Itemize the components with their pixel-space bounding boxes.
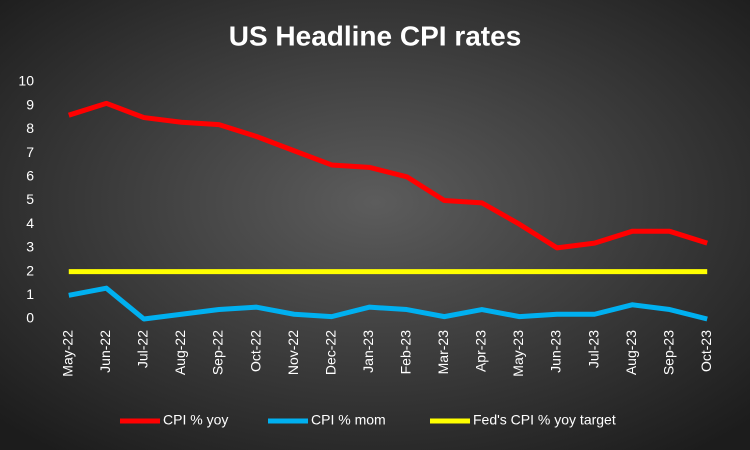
legend-label: CPI % yoy [163, 412, 228, 428]
x-tick-label: Jun-23 [548, 330, 564, 373]
x-tick-label: Sep-22 [210, 330, 226, 375]
y-tick-label: 5 [26, 191, 34, 207]
x-tick-label: Feb-23 [397, 330, 413, 375]
x-tick-label: Mar-23 [435, 330, 451, 375]
y-tick-label: 10 [18, 73, 34, 89]
chart-title: US Headline CPI rates [229, 20, 522, 51]
y-tick-label: 9 [26, 96, 34, 112]
y-tick-label: 3 [26, 239, 34, 255]
y-tick-label: 4 [26, 215, 34, 231]
y-tick-label: 8 [26, 120, 34, 136]
x-tick-label: Oct-23 [698, 330, 714, 372]
x-tick-label: Aug-23 [623, 330, 639, 375]
x-tick-label: Nov-22 [285, 330, 301, 375]
x-tick-label: May-23 [510, 330, 526, 377]
x-tick-label: Apr-23 [473, 330, 489, 372]
x-tick-label: Sep-23 [660, 330, 676, 375]
y-tick-label: 7 [26, 144, 34, 160]
x-tick-label: Aug-22 [172, 330, 188, 375]
x-tick-label: Oct-22 [247, 330, 263, 372]
y-tick-label: 1 [26, 286, 34, 302]
y-tick-label: 2 [26, 262, 34, 278]
x-tick-label: May-22 [59, 330, 75, 377]
x-tick-label: Jul-22 [135, 330, 151, 368]
series-line [68, 285, 708, 322]
x-tick-label: Jun-22 [97, 330, 113, 373]
y-tick-label: 6 [26, 168, 34, 184]
legend-label: CPI % mom [311, 412, 386, 428]
y-tick-label: 0 [26, 310, 34, 326]
legend-label: Fed's CPI % yoy target [473, 412, 616, 428]
x-tick-label: Dec-22 [322, 330, 338, 375]
series-line [68, 100, 708, 251]
x-tick-label: Jan-23 [360, 330, 376, 373]
x-tick-label: Jul-23 [585, 330, 601, 368]
